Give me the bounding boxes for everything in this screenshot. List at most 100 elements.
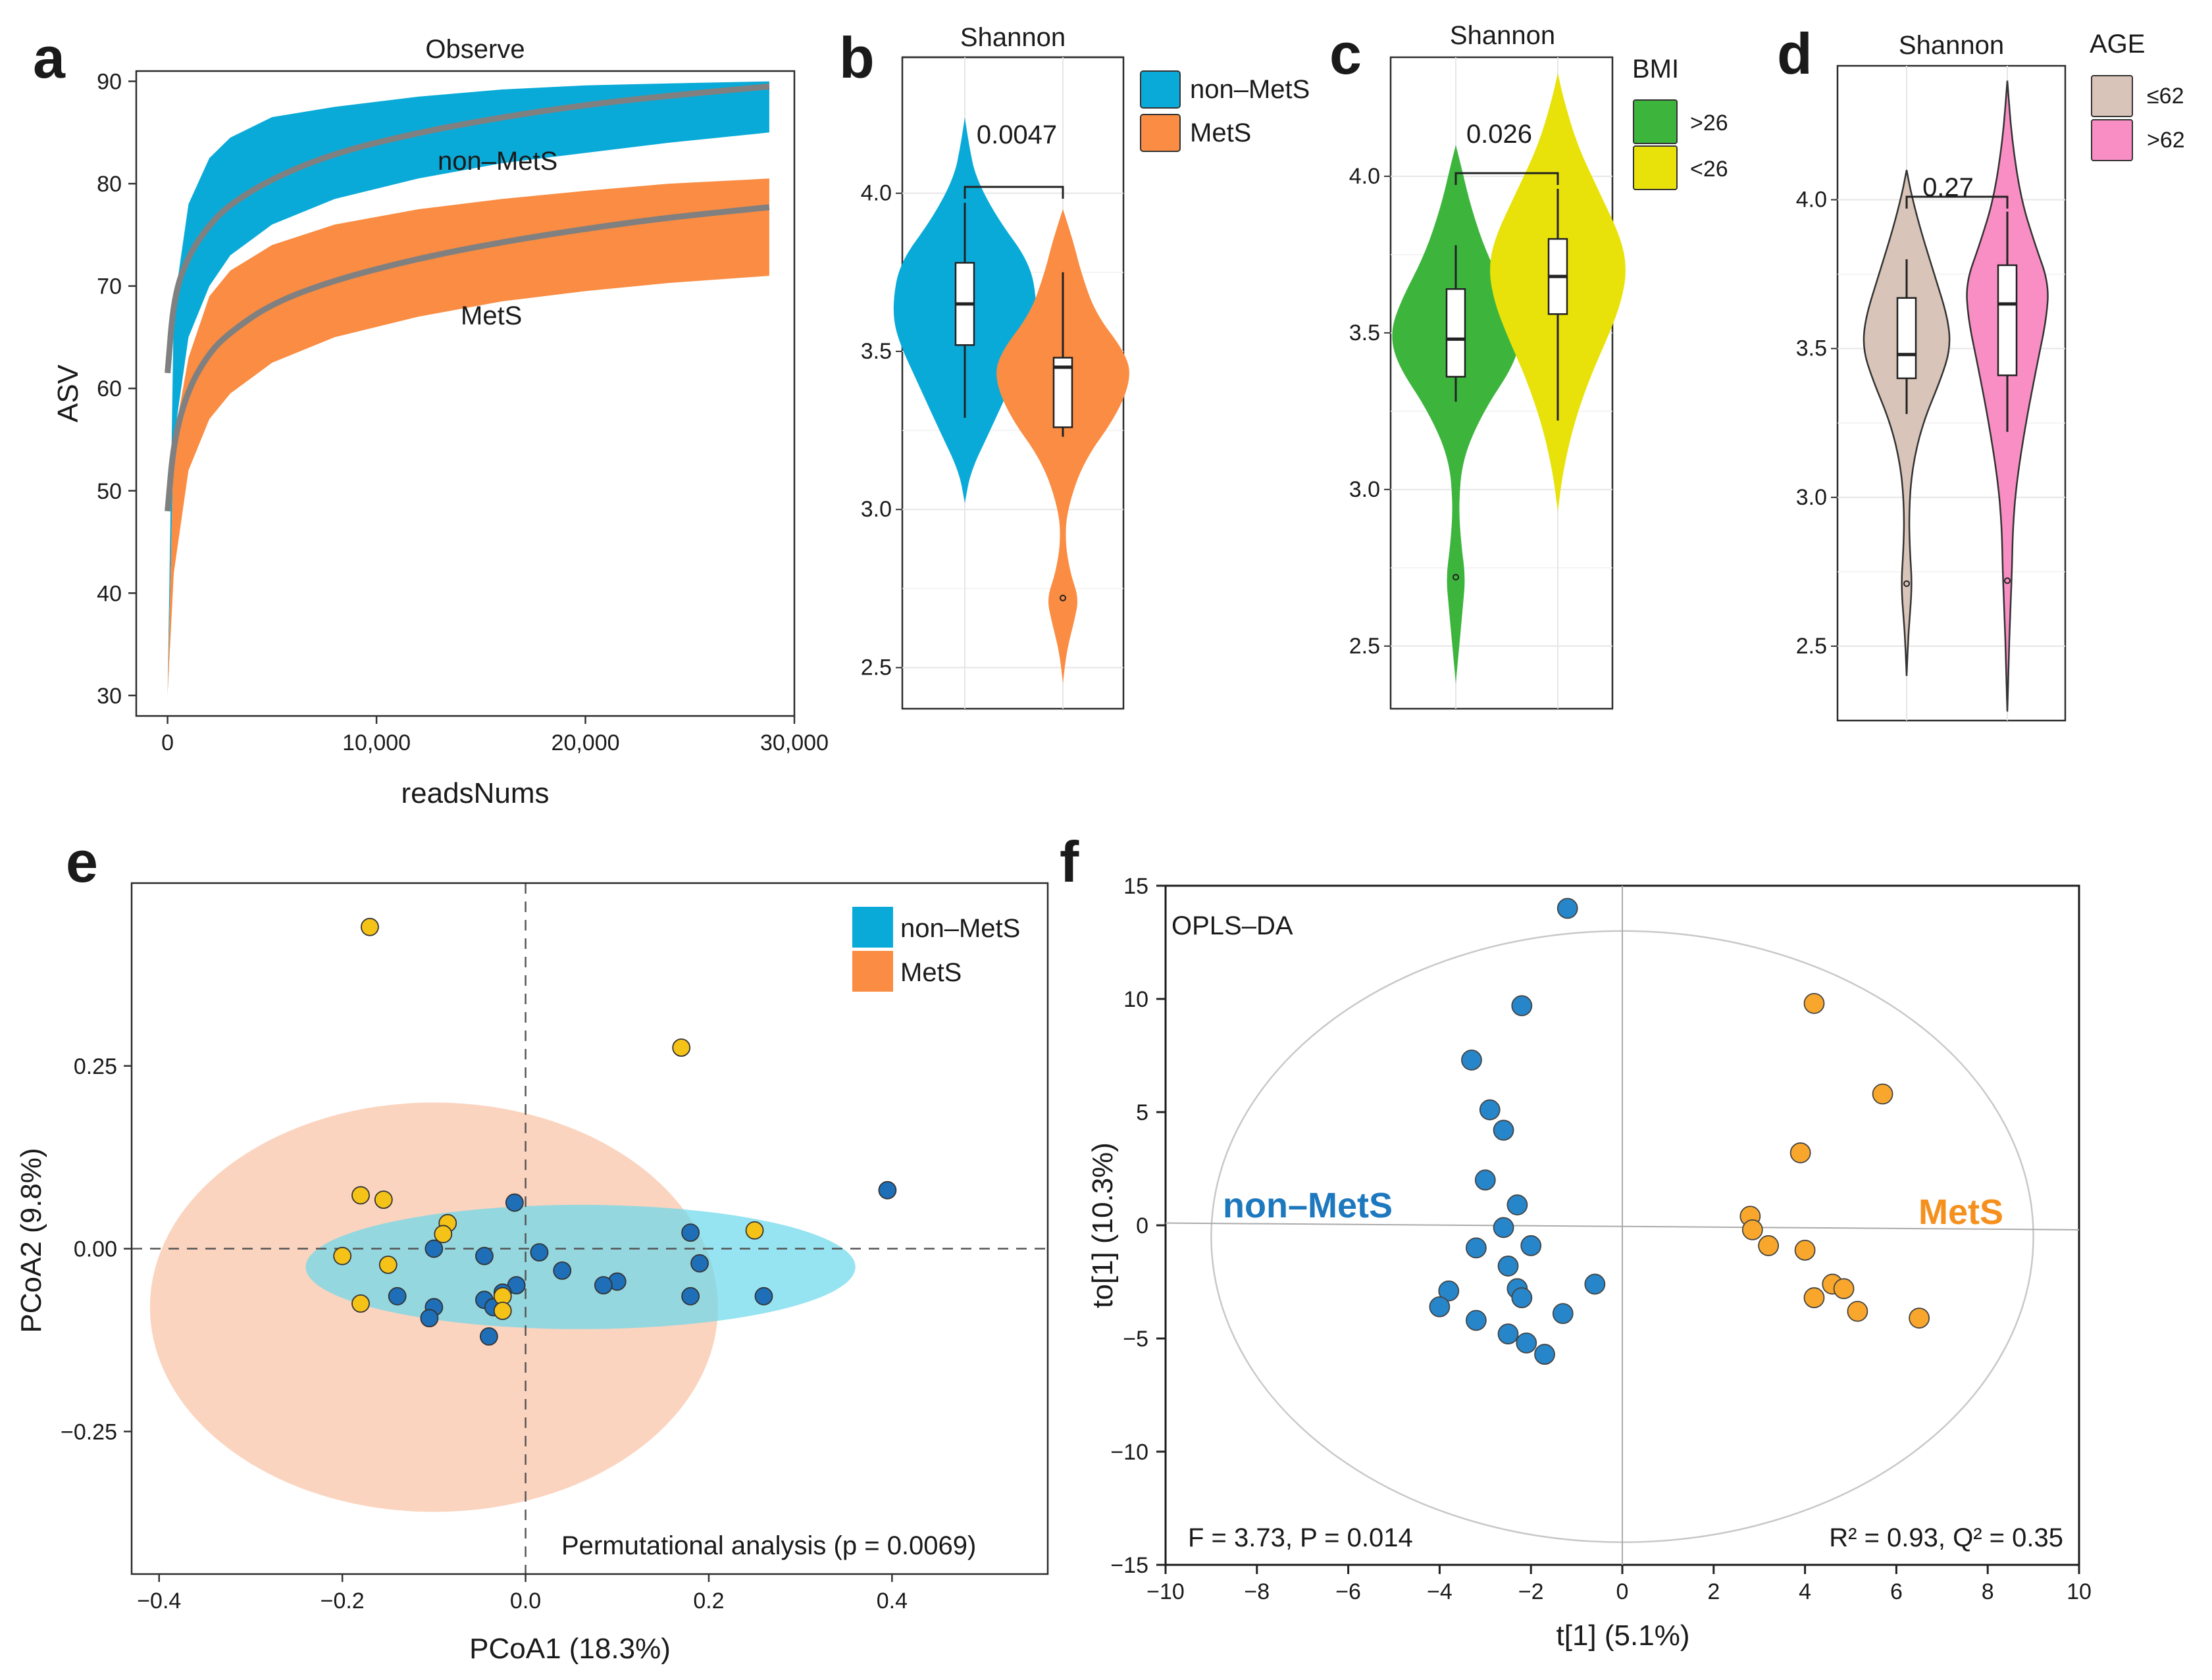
y-tick-label: 3.5 [861, 339, 892, 364]
legend-bmi-high-label: >26 [1690, 111, 1728, 136]
y-tick-label: 30 [97, 684, 122, 709]
legend-bmi-title: BMI [1632, 55, 1679, 84]
significance-bracket [1905, 195, 2009, 209]
panel-e-legend: non–MetS MetS [852, 907, 1020, 992]
panel-f-x-label: t[1] (5.1%) [1556, 1619, 1690, 1652]
panel-d-pvalue: 0.27 [1922, 173, 1974, 202]
sample-point [1552, 1303, 1574, 1325]
sample-point [1511, 1287, 1533, 1308]
panel-a: a Observe non–MetS MetS 30 40 50 60 70 80 90 0… [33, 25, 829, 809]
sample-point [1511, 995, 1533, 1017]
legend-bmi-low-label: <26 [1690, 157, 1728, 182]
outlier-point [1903, 580, 1910, 587]
y-tick-label: 2.5 [1349, 634, 1380, 659]
panel-a-letter: a [33, 25, 66, 90]
sample-point [1758, 1235, 1779, 1256]
x-tick-label: −4 [1427, 1579, 1453, 1604]
panel-c-letter: c [1329, 21, 1362, 86]
sample-point [434, 1225, 453, 1244]
sample-point [1803, 1287, 1825, 1308]
sample-point [1833, 1278, 1855, 1300]
panel-b-legend: non–MetS MetS [1140, 70, 1310, 152]
sample-point [1438, 1280, 1460, 1302]
nonmets-asv-band [167, 81, 769, 696]
sample-point [1847, 1300, 1868, 1322]
legend-nonmets-swatch-e [852, 907, 893, 948]
x-tick-label: −8 [1244, 1579, 1270, 1604]
sample-point [479, 1327, 498, 1346]
significance-bracket [1454, 172, 1559, 186]
sample-point [594, 1276, 613, 1295]
panel-c-plot [1391, 57, 1626, 709]
sample-point [388, 1286, 407, 1306]
sample-point [1872, 1083, 1893, 1105]
sample-point [1516, 1332, 1537, 1354]
panel-b-letter: b [839, 25, 875, 90]
x-tick-label: 0 [1616, 1579, 1629, 1604]
sample-point [424, 1239, 444, 1258]
outlier-point [1060, 594, 1066, 601]
sample-point [333, 1246, 352, 1265]
y-tick-label: −10 [1110, 1440, 1148, 1465]
y-tick-label: 15 [1123, 874, 1148, 899]
y-tick-label: 10 [1123, 987, 1148, 1012]
sample-point [1789, 1142, 1811, 1163]
panel-e-plot [132, 883, 1048, 1574]
x-tick-label: 0.0 [510, 1589, 541, 1614]
y-tick-label: 3.0 [1796, 485, 1827, 510]
panel-e-x-label: PCoA1 (18.3%) [469, 1633, 671, 1665]
sample-point [361, 917, 379, 936]
legend-mets-swatch-e [852, 951, 893, 992]
sample-point [1461, 1049, 1482, 1071]
sample-point [672, 1038, 691, 1057]
sample-point [1466, 1310, 1487, 1331]
x-tick-label: 30,000 [760, 730, 829, 755]
x-tick-label: 20,000 [552, 730, 620, 755]
box-iqr [1052, 357, 1073, 428]
panel-d-letter: d [1777, 21, 1813, 86]
panel-b-pvalue: 0.0047 [977, 120, 1057, 149]
opls-nonmets-label: non–MetS [1223, 1186, 1393, 1225]
sample-point [553, 1261, 572, 1280]
sample-point [351, 1294, 370, 1313]
sample-point [351, 1186, 370, 1205]
panel-d-legend: AGE ≤62 >62 [2090, 30, 2185, 161]
panel-f-letter: f [1060, 829, 1079, 894]
legend-nonmets-label: non–MetS [1190, 75, 1310, 104]
y-tick-label: 50 [97, 479, 122, 504]
legend-mets-swatch [1140, 114, 1181, 152]
y-tick-label: 0.00 [74, 1237, 117, 1262]
y-tick-label: 2.5 [861, 655, 892, 680]
y-tick-label: 0 [1136, 1213, 1148, 1238]
legend-mets-label: MetS [1190, 118, 1251, 147]
nonmets-curve-label: non–MetS [438, 147, 557, 176]
sample-point [1520, 1235, 1542, 1256]
y-tick-label: −0.25 [61, 1419, 117, 1444]
sample-point [878, 1181, 897, 1200]
panel-c: c Shannon 2.5 3.0 3.5 4.0 0.026 BMI >26 <26 [1329, 21, 1728, 710]
y-tick-label: 5 [1136, 1100, 1148, 1125]
y-tick-label: 3.0 [1349, 477, 1380, 502]
outlier-point [1453, 574, 1459, 581]
legend-nonmets-swatch [1140, 70, 1181, 109]
panel-d-y-axis: 2.5 3.0 3.5 4.0 [1796, 188, 1838, 659]
box-iqr [1896, 297, 1917, 380]
panel-f-title: OPLS–DA [1171, 911, 1293, 940]
y-tick-label: 60 [97, 376, 122, 401]
sample-point [1493, 1119, 1514, 1141]
panel-d: d Shannon 2.5 3.0 3.5 4.0 0.27 AGE ≤62 >62 [1777, 21, 2185, 722]
x-tick-label: 0.4 [877, 1589, 908, 1614]
y-tick-label: 40 [97, 581, 122, 606]
panel-c-title: Shannon [1450, 21, 1555, 50]
violin-≤62 [1863, 170, 1951, 676]
panel-f-y-label: to[1] (10.3%) [1087, 1142, 1119, 1308]
mets-curve-label: MetS [461, 301, 522, 330]
sample-point [1497, 1323, 1519, 1345]
panel-a-x-axis: 0 10,000 20,000 30,000 [161, 716, 829, 755]
sample-point [745, 1221, 764, 1240]
sample-point [1466, 1237, 1487, 1259]
x-tick-label: 0.2 [693, 1589, 724, 1614]
